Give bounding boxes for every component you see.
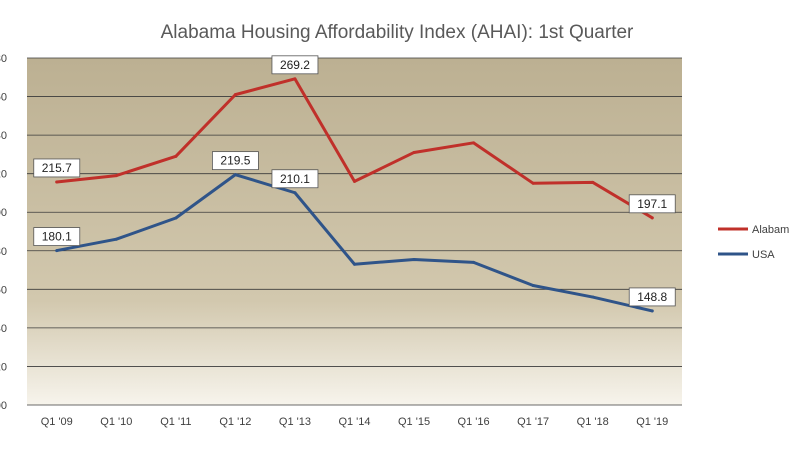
data-point	[114, 174, 118, 178]
data-point	[293, 191, 297, 195]
x-tick-label: Q1 '13	[279, 416, 311, 428]
x-tick-label: Q1 '16	[458, 416, 490, 428]
data-point	[55, 180, 59, 184]
y-tick-label: 120	[0, 361, 7, 373]
data-point	[531, 181, 535, 185]
data-label: 197.1	[628, 194, 676, 214]
y-tick-label: 160	[0, 284, 7, 296]
data-point	[174, 154, 178, 158]
data-point	[353, 179, 356, 183]
gridlines	[27, 57, 682, 406]
series-lines	[55, 77, 654, 313]
data-point	[531, 283, 535, 287]
y-tick-label: 100	[0, 400, 7, 412]
data-point	[353, 262, 356, 266]
y-tick-label: 200	[0, 207, 7, 219]
x-tick-label: Q1 '09	[41, 416, 73, 428]
x-tick-label: Q1 '15	[398, 416, 430, 428]
data-label-text: 148.8	[637, 290, 667, 304]
y-tick-label: 280	[0, 53, 7, 65]
x-tick-label: Q1 '17	[517, 416, 549, 428]
data-label-text: 180.1	[42, 230, 72, 244]
legend: Alabam USA	[718, 224, 789, 261]
data-point	[412, 257, 416, 261]
x-tick-label: Q1 '11	[160, 416, 191, 428]
data-point	[650, 309, 654, 313]
y-axis-tick-labels: 100 120 140 160 180 200 220 240 260 280	[0, 53, 7, 412]
data-label: 210.1	[271, 169, 319, 189]
data-point	[55, 249, 59, 253]
x-tick-label: Q1 '19	[636, 416, 668, 428]
data-label: 215.7	[33, 158, 81, 178]
data-point	[650, 216, 654, 220]
legend-label-alabama: Alabam	[752, 224, 789, 236]
chart-title: Alabama Housing Affordability Index (AHA…	[161, 22, 634, 43]
data-point	[591, 295, 595, 299]
x-axis-tick-labels: Q1 '09 Q1 '10 Q1 '11 Q1 '12 Q1 '13 Q1 '14 Q1 '…	[41, 416, 669, 428]
data-label: 148.8	[628, 287, 676, 307]
x-tick-label: Q1 '10	[100, 416, 132, 428]
data-label-text: 215.7	[42, 161, 72, 175]
data-point	[114, 237, 118, 241]
data-label-text: 269.2	[280, 58, 310, 72]
y-tick-label: 140	[0, 323, 7, 335]
data-label: 269.2	[271, 55, 319, 75]
data-point	[472, 260, 476, 264]
data-label: 219.5	[212, 151, 259, 171]
data-point	[412, 150, 416, 154]
data-label: 180.1	[33, 227, 81, 246]
data-point	[472, 141, 476, 145]
legend-label-usa: USA	[752, 249, 775, 261]
y-tick-label: 180	[0, 246, 7, 258]
x-tick-label: Q1 '14	[338, 416, 370, 428]
data-label-text: 210.1	[280, 172, 310, 186]
y-tick-label: 240	[0, 130, 7, 142]
data-point	[233, 93, 237, 97]
data-point	[233, 173, 237, 177]
plot-area	[27, 58, 682, 405]
data-point	[293, 77, 297, 81]
y-tick-label: 220	[0, 169, 7, 181]
data-point	[174, 216, 178, 220]
data-label-text: 197.1	[637, 197, 667, 211]
data-label-text: 219.5	[220, 154, 250, 168]
data-labels: 215.7 269.2 197.1 180.1 219.5 210.1 148.8	[33, 55, 676, 307]
data-point	[591, 180, 595, 184]
y-tick-label: 260	[0, 92, 7, 104]
x-tick-label: Q1 '18	[577, 416, 609, 428]
x-tick-label: Q1 '12	[219, 416, 251, 428]
